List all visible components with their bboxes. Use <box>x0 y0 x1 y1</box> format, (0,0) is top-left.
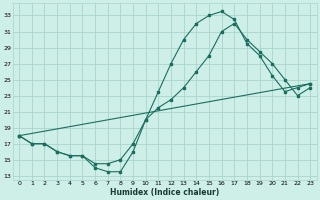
X-axis label: Humidex (Indice chaleur): Humidex (Indice chaleur) <box>110 188 219 197</box>
